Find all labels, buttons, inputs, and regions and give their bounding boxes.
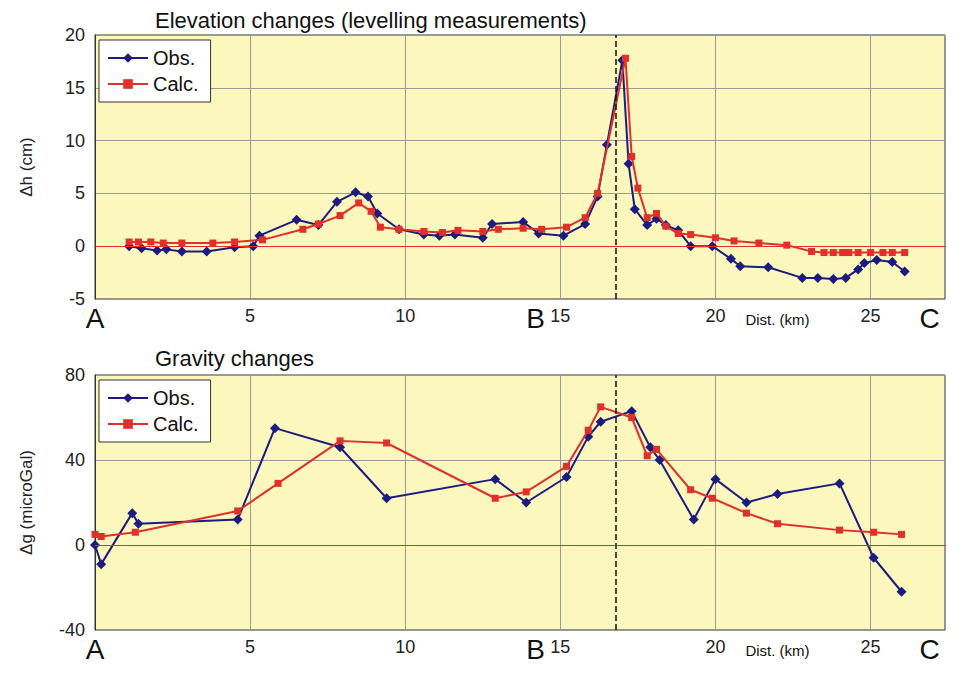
svg-text:20: 20 [705,306,725,326]
svg-text:Δh (cm): Δh (cm) [17,137,36,197]
svg-text:10: 10 [395,306,415,326]
svg-text:Obs.: Obs. [153,387,195,409]
svg-text:25: 25 [861,637,881,657]
svg-text:5: 5 [75,183,85,203]
svg-text:0: 0 [75,535,85,555]
svg-text:Calc.: Calc. [153,73,199,95]
svg-text:15: 15 [550,637,570,657]
svg-text:5: 5 [245,637,255,657]
svg-text:20: 20 [705,637,725,657]
svg-text:-5: -5 [69,289,85,309]
svg-text:0: 0 [75,236,85,256]
svg-text:C: C [919,634,939,665]
svg-text:15: 15 [550,306,570,326]
svg-text:Dist. (km): Dist. (km) [745,311,809,328]
svg-text:25: 25 [861,306,881,326]
svg-text:5: 5 [245,306,255,326]
svg-text:-40: -40 [59,620,85,640]
svg-text:Elevation changes (levelling m: Elevation changes (levelling measurement… [155,8,587,33]
svg-text:A: A [86,303,105,334]
svg-text:B: B [526,303,545,334]
svg-text:40: 40 [65,450,85,470]
svg-text:20: 20 [65,25,85,45]
svg-text:A: A [86,634,105,665]
svg-text:10: 10 [65,131,85,151]
svg-text:Obs.: Obs. [153,47,195,69]
svg-text:B: B [526,634,545,665]
svg-text:Calc.: Calc. [153,413,199,435]
svg-text:Dist. (km): Dist. (km) [745,642,809,659]
svg-text:15: 15 [65,78,85,98]
svg-text:10: 10 [395,637,415,657]
svg-text:Gravity changes: Gravity changes [155,346,314,371]
svg-text:80: 80 [65,365,85,385]
svg-text:C: C [919,303,939,334]
svg-text:Δg (microGal): Δg (microGal) [17,450,36,555]
